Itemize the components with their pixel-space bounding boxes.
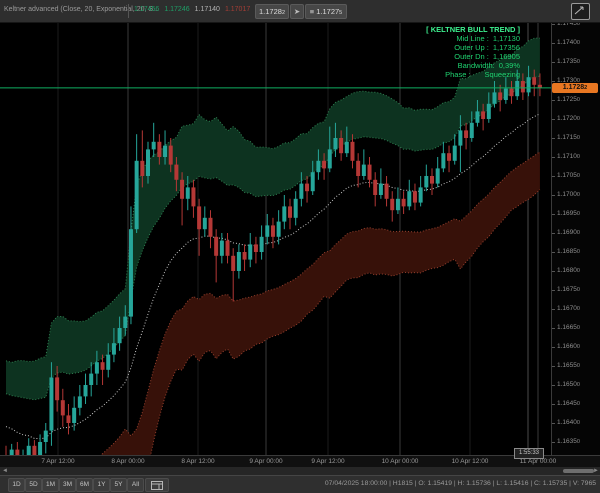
period-button-all[interactable]: All [127,478,144,492]
price-tick-label: 1.17350 [552,58,580,65]
time-tick-label: 10 Apr 12:00 [451,458,489,465]
price-tick-label: 1.16900 [552,229,580,236]
buy-price-button[interactable]: ≡ 1.17275 [305,4,347,19]
indicator-value-0: 1.17456 [134,6,160,13]
chart-toolbar: Keltner advanced (Close, 20, Exponential… [0,0,600,23]
price-tick-label: 1.16800 [552,267,580,274]
detach-chart-icon[interactable] [571,3,590,20]
panel-row-0: Mid Line :1,17130 [456,34,520,43]
time-tick-label: 8 Apr 12:00 [181,458,215,465]
time-tick-label: 7 Apr 12:00 [41,458,75,465]
period-button-1d[interactable]: 1D [8,478,25,492]
price-axis[interactable]: 1.17282 1.17450 1.17400 1.17350 1.17300 1.17… [551,20,600,466]
time-tick-label: 11 Apr 00:00 [519,458,557,465]
sell-price-button[interactable]: 1.17282 [255,4,289,19]
panel-title: [ KELTNER BULL TREND ] [426,25,520,34]
period-button-3m[interactable]: 3M [59,478,76,492]
period-button-5y[interactable]: 5Y [110,478,127,492]
bottom-toolbar: 1D 5D 1M 3M 6M 1Y 5Y All 07/04/2025 18:00:00 | … [0,475,600,493]
price-tick-label: 1.17000 [552,191,580,198]
time-tick-label: 9 Apr 00:00 [249,458,283,465]
panel-row-3: Bandwidth: 0,39% [457,61,520,70]
price-tick-label: 1.17200 [552,115,580,122]
time-tick-label: 9 Apr 12:00 [311,458,345,465]
panel-row-1: Outer Up :1,17356 [454,43,520,52]
time-tick-label: 8 Apr 00:00 [111,458,145,465]
price-tick-label: 1.16600 [552,343,580,350]
price-tick-label: 1.16350 [552,438,580,445]
current-price-badge: 1.17282 [552,82,598,93]
indicator-value-1: 1.17246 [164,6,190,13]
price-tick-label: 1.17400 [552,39,580,46]
candle-countdown-badge: 1:55:33 [514,448,544,459]
period-button-5d[interactable]: 5D [25,478,42,492]
keltner-info-panel: [ KELTNER BULL TREND ] Mid Line :1,17130… [426,25,520,79]
quick-trade-arrow-button[interactable]: ➤ [290,4,304,19]
calendar-icon [151,481,163,490]
price-tick-label: 1.16650 [552,324,580,331]
period-button-6m[interactable]: 6M [76,478,93,492]
price-tick-label: 1.16750 [552,286,580,293]
price-tick-label: 1.17300 [552,77,580,84]
price-tick-label: 1.16700 [552,305,580,312]
period-button-1m[interactable]: 1M [42,478,59,492]
period-button-1y[interactable]: 1Y [93,478,110,492]
scroll-right-icon[interactable]: ► [593,468,599,474]
price-tick-label: 1.17050 [552,172,580,179]
horizontal-scrollbar[interactable]: ◄ ► [0,467,600,475]
price-tick-label: 1.16450 [552,400,580,407]
price-tick-label: 1.17100 [552,153,580,160]
price-tick-label: 1.16950 [552,210,580,217]
price-tick-label: 1.16850 [552,248,580,255]
price-tick-label: 1.17250 [552,96,580,103]
custom-period-button[interactable] [145,478,169,492]
price-tick-label: 1.17450 [552,20,580,27]
indicator-value-2: 1.17140 [194,6,220,13]
indicator-title: Keltner advanced (Close, 20, Exponential… [4,6,159,13]
panel-row-4: Phase : Squeezing [445,70,520,79]
time-tick-label: 10 Apr 00:00 [381,458,419,465]
price-tick-label: 1.17150 [552,134,580,141]
time-axis[interactable]: 1:55:33 7 Apr 12:00 8 Apr 00:00 8 Apr 12:0… [0,448,600,467]
price-tick-label: 1.16400 [552,419,580,426]
scrollbar-thumb[interactable] [563,469,594,473]
ohlc-status-bar: 07/04/2025 18:00:00 | H1815 | O: 1.15419… [324,480,596,487]
toolbar-divider [128,4,129,18]
panel-row-2: Outer Dn :1,16905 [454,52,520,61]
scroll-left-icon[interactable]: ◄ [2,468,8,474]
price-tick-label: 1.16550 [552,362,580,369]
indicator-value-3: 1.17017 [224,6,251,13]
price-tick-label: 1.16500 [552,381,580,388]
